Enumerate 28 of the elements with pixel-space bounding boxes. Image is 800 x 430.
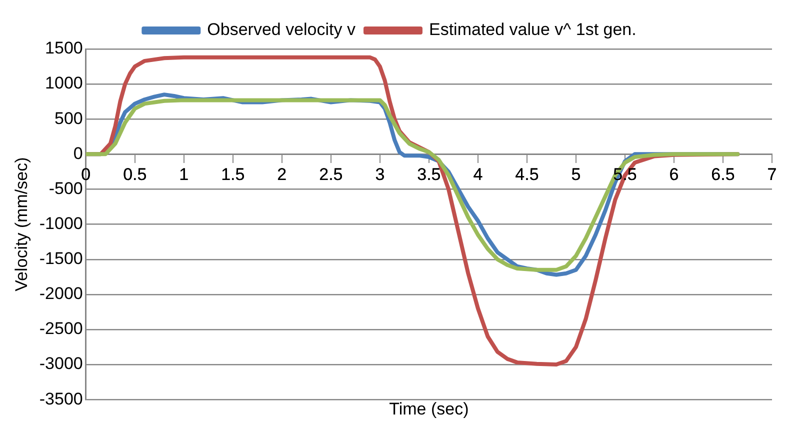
- x-tick-label: 2: [277, 165, 287, 184]
- x-tick-label: 4: [473, 165, 483, 184]
- y-tick-label: -1000: [39, 214, 83, 233]
- x-tick-label: 1: [179, 165, 189, 184]
- y-tick-label: -2500: [39, 319, 83, 338]
- y-tick-label: -2000: [39, 284, 83, 304]
- x-tick-label: 3: [375, 165, 385, 184]
- y-tick-label: -3000: [39, 354, 83, 374]
- y-tick-label: 1000: [45, 74, 83, 93]
- y-tick-label: 1500: [45, 38, 83, 58]
- x-tick-label: 0.5: [123, 165, 147, 184]
- x-tick-label: 6.5: [711, 165, 735, 184]
- x-tick-label: 7: [767, 165, 777, 184]
- x-tick-label: 4.5: [515, 165, 539, 184]
- y-tick-label: 500: [54, 108, 83, 128]
- x-tick-label: 2.5: [319, 165, 343, 184]
- y-tick-label: -3500: [39, 389, 83, 408]
- x-tick-label: 1.5: [221, 165, 245, 184]
- y-tick-label: -500: [48, 178, 83, 198]
- x-tick-label: 3.5: [417, 165, 441, 184]
- x-tick-label: 5: [571, 165, 581, 184]
- y-axis-title: Velocity (mm/sec): [12, 157, 31, 292]
- legend-label: Observed velocity v: [207, 20, 356, 40]
- y-tick-label: -1500: [39, 249, 83, 268]
- x-axis-title: Time (sec): [389, 399, 469, 418]
- x-tick-label: 6: [669, 165, 679, 184]
- y-tick-label: 0: [73, 144, 83, 163]
- legend-label: Estimated value v^ 1st gen.: [428, 20, 636, 40]
